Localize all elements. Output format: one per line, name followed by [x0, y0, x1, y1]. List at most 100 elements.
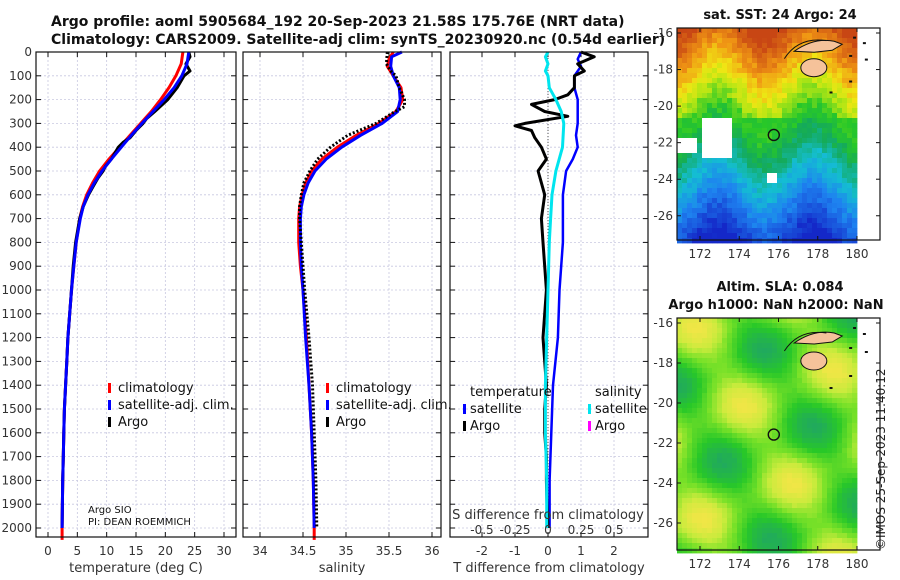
map-cell [727, 433, 733, 439]
map-cell [817, 528, 823, 534]
map-cell [777, 153, 783, 159]
map-cell [702, 373, 708, 379]
legend-swatch [108, 400, 111, 410]
map-cell [732, 468, 738, 474]
map-cell [787, 348, 793, 354]
map-cell [682, 228, 688, 234]
map-cell [782, 193, 788, 199]
map-cell [802, 403, 808, 409]
y-tick-label: -26 [653, 516, 673, 530]
x-tick-label: 36 [424, 544, 439, 558]
map-cell [797, 478, 803, 484]
map-cell [687, 548, 693, 554]
map-cell [777, 458, 783, 464]
map-cell [817, 493, 823, 499]
map-cell [802, 228, 808, 234]
map-cell [832, 173, 838, 179]
x-axis-label: T difference from climatology [452, 561, 645, 576]
map-cell [692, 423, 698, 429]
map-cell [822, 493, 828, 499]
map-cell [737, 513, 743, 519]
map-cell [847, 228, 853, 234]
map-cell [772, 323, 778, 329]
map-cell [752, 358, 758, 364]
map-cell [762, 218, 768, 224]
map-cell [707, 538, 713, 544]
map-cell [722, 403, 728, 409]
map-cell [832, 178, 838, 184]
map-cell [812, 488, 818, 494]
map-cell [832, 523, 838, 529]
map-cell [852, 388, 858, 394]
map-cell [707, 463, 713, 469]
map-cell [732, 68, 738, 74]
y-tick-label: -20 [653, 396, 673, 410]
map-cell [772, 203, 778, 209]
map-cell [692, 98, 698, 104]
map-cell [707, 428, 713, 434]
map-cell [777, 533, 783, 539]
map-cell [807, 318, 813, 324]
map-cell [717, 438, 723, 444]
map-cell [822, 533, 828, 539]
map-cell [852, 543, 858, 549]
map-cell [792, 468, 798, 474]
map-cell [757, 38, 763, 44]
map-cell [692, 413, 698, 419]
map-cell [787, 28, 793, 34]
map-cell [832, 393, 838, 399]
map-cell [757, 463, 763, 469]
map-cell [767, 493, 773, 499]
map-cell [807, 183, 813, 189]
map-cell [687, 458, 693, 464]
map-cell [727, 523, 733, 529]
map-cell [787, 548, 793, 554]
island [864, 351, 868, 353]
map-cell [767, 38, 773, 44]
map-cell [837, 93, 843, 99]
map-cell [727, 438, 733, 444]
map-cell [712, 133, 718, 139]
map-cell [792, 123, 798, 129]
map-cell [797, 448, 803, 454]
map-cell [692, 513, 698, 519]
map-cell [727, 193, 733, 199]
map-cell [762, 333, 768, 339]
map-cell [717, 373, 723, 379]
map-cell [697, 448, 703, 454]
map-cell [782, 223, 788, 229]
map-cell [832, 108, 838, 114]
map-cell [767, 453, 773, 459]
map-cell [762, 183, 768, 189]
map-cell [822, 78, 828, 84]
map-cell [712, 513, 718, 519]
map-cell [772, 338, 778, 344]
map-cell [697, 548, 703, 554]
map-cell [842, 493, 848, 499]
map-cell [777, 128, 783, 134]
map-cell [717, 83, 723, 89]
map-cell [747, 393, 753, 399]
map-cell [757, 363, 763, 369]
map-cell [742, 328, 748, 334]
map-cell [732, 48, 738, 54]
map-cell [847, 58, 853, 64]
map-cell [722, 213, 728, 219]
map-cell [782, 363, 788, 369]
map-cell [747, 458, 753, 464]
map-cell [842, 43, 848, 49]
map-cell [787, 58, 793, 64]
map-cell [832, 28, 838, 34]
series-line-argo [298, 51, 406, 529]
map-cell [837, 533, 843, 539]
map-cell [742, 478, 748, 484]
map-cell [752, 363, 758, 369]
map-cell [807, 528, 813, 534]
map-cell [852, 503, 858, 509]
map-cell [687, 463, 693, 469]
map-cell [757, 503, 763, 509]
map-cell [812, 198, 818, 204]
map-cell [802, 423, 808, 429]
map-cell [697, 228, 703, 234]
map-cell [832, 318, 838, 324]
